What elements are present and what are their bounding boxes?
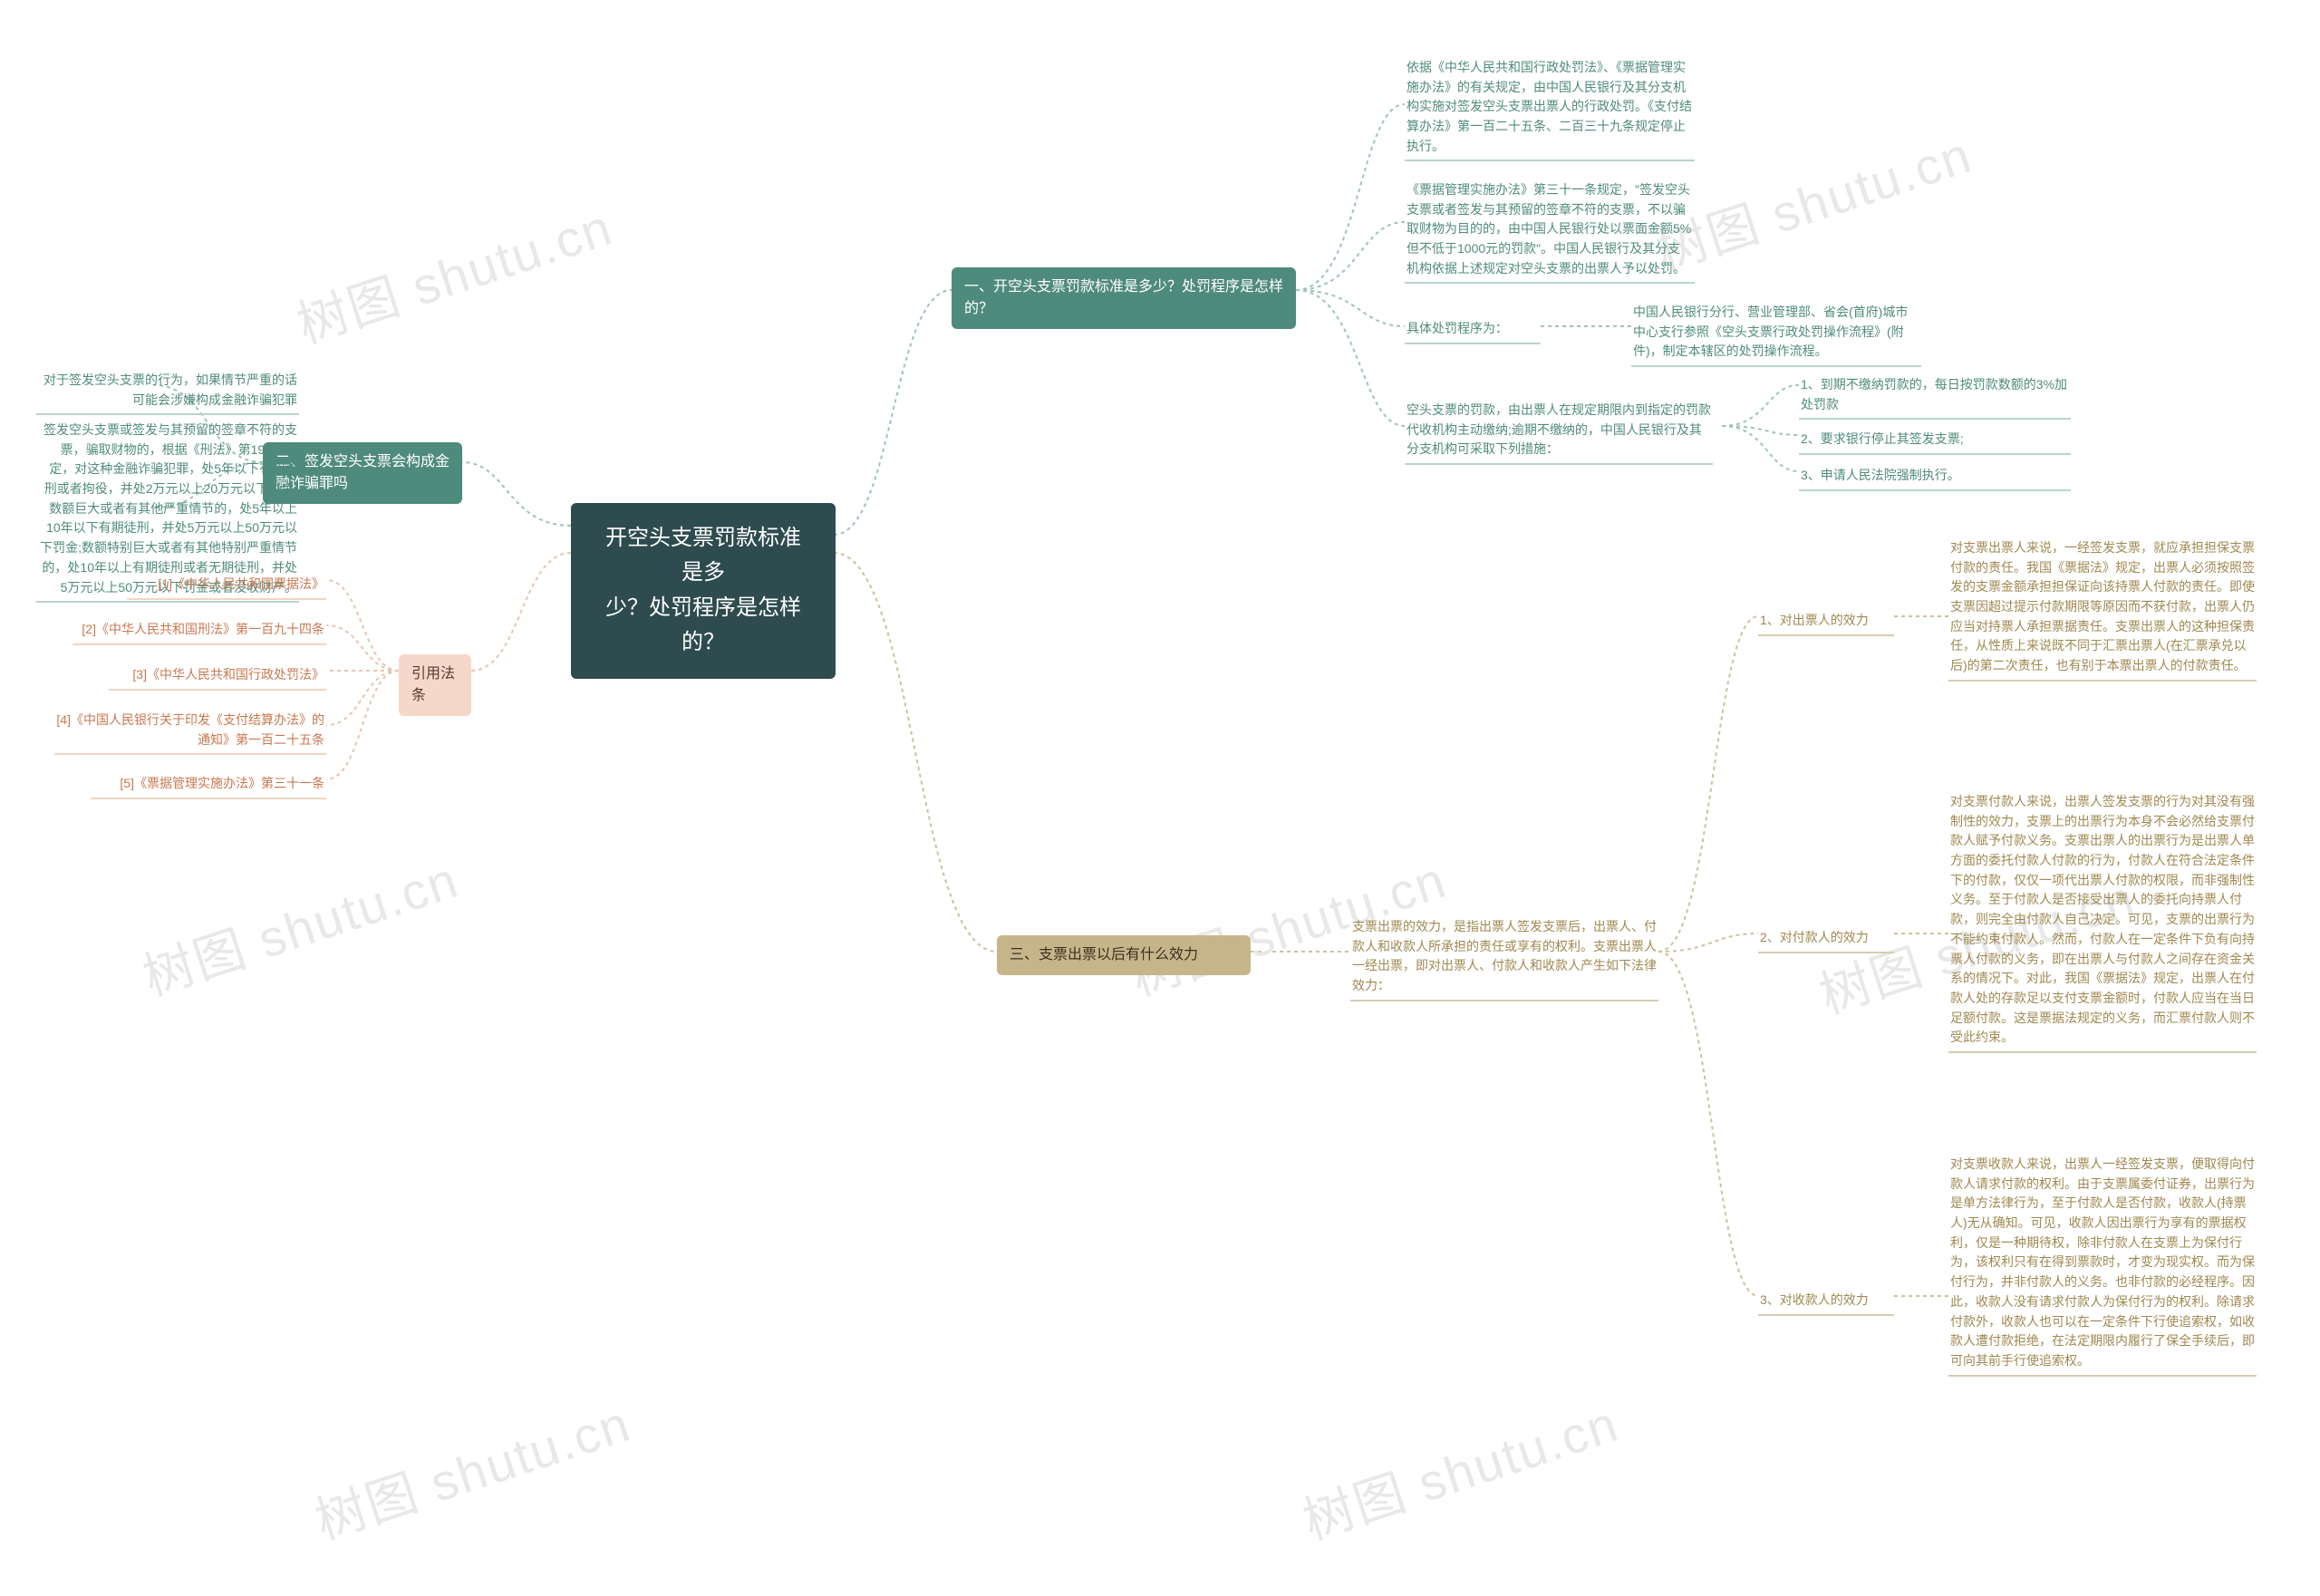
section3-item1-text: 对支票出票人来说，一经签发支票，就应承担担保支票付款的责任。我国《票据法》规定，…: [1948, 535, 2257, 682]
watermark: 树图 shutu.cn: [304, 1383, 639, 1554]
cite-item-1: [1]《中华人民共和国票据法》: [127, 571, 326, 600]
watermark: 树图 shutu.cn: [1292, 1383, 1627, 1554]
cite-item-2: [2]《中华人民共和国刑法》第一百九十四条: [72, 616, 326, 645]
cite-title: 引用法条: [399, 654, 471, 716]
cite-item-5: [5]《票据管理实施办法》第三十一条: [91, 770, 326, 799]
section1-leaf4-item3: 3、申请人民法院强制执行。: [1799, 462, 2071, 491]
section1-leaf3-label: 具体处罚程序为：: [1405, 315, 1541, 344]
section1-leaf2: 《票据管理实施办法》第三十一条规定，"签发空头支票或者签发与其预留的签章不符的支…: [1405, 177, 1695, 284]
center-line2: 少？处罚程序是怎样的？: [605, 595, 801, 654]
section1-leaf3-text: 中国人民银行分行、营业管理部、省会(首府)城市中心支行参照《空头支票行政处罚操作…: [1631, 299, 1921, 367]
section3-item3-text: 对支票收款人来说，出票人一经签发支票，便取得向付款人请求付款的权利。由于支票属委…: [1948, 1151, 2257, 1377]
section3-item2-text: 对支票付款人来说，出票人签发支票的行为对其没有强制性的效力，支票上的出票行为本身…: [1948, 788, 2257, 1053]
section1-leaf4-item2: 2、要求银行停止其签发支票;: [1799, 426, 2071, 455]
section3-title: 三、支票出票以后有什么效力: [997, 935, 1251, 975]
cite-item-4: [4]《中国人民银行关于印发《支付结算办法》的通知》第一百二十五条: [54, 707, 326, 755]
cite-item-3: [3]《中华人民共和国行政处罚法》: [109, 662, 326, 691]
section1-title: 一、开空头支票罚款标准是多少？处罚程序是怎样的？: [952, 267, 1296, 329]
section3-item3-label: 3、对收款人的效力: [1758, 1287, 1894, 1316]
center-line1: 开空头支票罚款标准是多: [605, 526, 801, 585]
section1-leaf1: 依据《中华人民共和国行政处罚法》、《票据管理实施办法》的有关规定，由中国人民银行…: [1405, 54, 1695, 161]
watermark: 树图 shutu.cn: [132, 839, 467, 1011]
watermark: 树图 shutu.cn: [1646, 114, 1980, 285]
section1-leaf4-label: 空头支票的罚款，由出票人在规定期限内到指定的罚款代收机构主动缴纳;逾期不缴纳的，…: [1405, 397, 1713, 465]
center-node: 开空头支票罚款标准是多 少？处罚程序是怎样的？: [571, 503, 836, 679]
section3-intro: 支票出票的效力，是指出票人签发支票后，出票人、付款人和收款人所承担的责任或享有的…: [1350, 914, 1658, 1001]
section2-leaf1: 对于签发空头支票的行为，如果情节严重的话可能会涉嫌构成金融诈骗犯罪: [36, 367, 299, 415]
section3-item2-label: 2、对付款人的效力: [1758, 924, 1894, 953]
section1-leaf4-item1: 1、到期不缴纳罚款的，每日按罚款数额的3%加处罚款: [1799, 372, 2071, 420]
watermark: 树图 shutu.cn: [286, 187, 621, 358]
section3-item1-label: 1、对出票人的效力: [1758, 607, 1894, 636]
